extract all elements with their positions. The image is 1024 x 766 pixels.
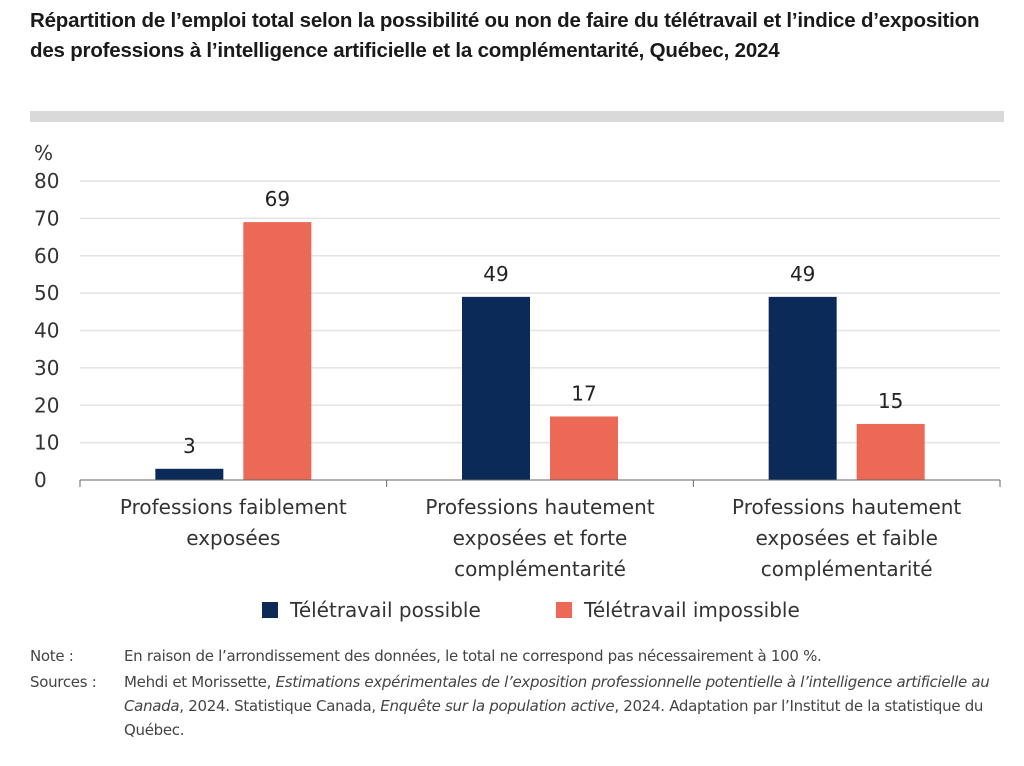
y-tick-label: 40 <box>34 319 59 343</box>
note-text: En raison de l’arrondissement des donnée… <box>124 647 822 665</box>
sources-key: Sources : <box>30 673 97 691</box>
category-label-line: exposées <box>186 526 280 550</box>
category-label-line: complémentarité <box>761 557 933 581</box>
sources-part: , 2024. Adaptation par l’Institut de la … <box>124 697 984 739</box>
bar-possible <box>768 296 837 480</box>
data-label: 15 <box>878 389 903 413</box>
y-tick-label: 30 <box>34 356 59 380</box>
bar-impossible <box>550 416 618 480</box>
legend-item-teletravail-possible[interactable]: Télétravail possible <box>262 598 481 622</box>
y-tick-label: 60 <box>34 244 59 268</box>
title-divider <box>30 111 1004 122</box>
data-labels: 3 69 49 17 49 15 <box>183 187 903 458</box>
bar-impossible <box>243 222 312 481</box>
category-label: Professions hautement exposées et forte co… <box>425 495 654 581</box>
bars <box>155 222 925 481</box>
y-tick-label: 10 <box>34 431 59 455</box>
gridlines <box>80 180 1000 444</box>
legend-swatch-impossible <box>556 602 572 618</box>
bar-possible <box>462 296 530 480</box>
x-axis <box>79 479 1001 487</box>
legend: Télétravail possible Télétravail impossi… <box>0 598 1024 628</box>
legend-swatch-possible <box>262 602 278 618</box>
category-labels: Professions faiblement exposéesProfession… <box>120 495 962 581</box>
bar-possible <box>155 468 224 480</box>
note-key: Note : <box>30 647 74 665</box>
data-label: 69 <box>265 187 290 211</box>
y-tick-label: 70 <box>34 206 59 230</box>
notes-section: Note : En raison de l’arrondissement des… <box>30 644 1020 742</box>
sources-part: , 2024. Statistique Canada, <box>179 697 381 715</box>
chart-title: Répartition de l’emploi total selon la p… <box>30 9 980 62</box>
category-label-line: Professions hautement <box>732 495 961 519</box>
category-label: Professions hautement exposées et faible c… <box>732 495 961 581</box>
y-tick-label: 0 <box>34 468 47 492</box>
data-label: 17 <box>571 381 596 405</box>
data-label: 3 <box>183 434 196 458</box>
y-axis-ticks: 0 10 20 30 40 50 60 70 80 <box>34 169 59 492</box>
sources-title-2: Enquête sur la population active <box>380 697 615 715</box>
legend-label: Télétravail possible <box>290 598 481 622</box>
sources-text: Mehdi et Morissette, Estimations expérim… <box>124 670 1020 742</box>
category-label-line: exposées et faible <box>755 526 937 550</box>
sources-row: Sources : Mehdi et Morissette, Estimatio… <box>30 670 1020 742</box>
category-label: Professions faiblement exposées <box>120 495 347 550</box>
y-tick-label: 50 <box>34 281 59 305</box>
data-label: 49 <box>790 262 815 286</box>
category-label-line: exposées et forte <box>453 526 628 550</box>
legend-label: Télétravail impossible <box>584 598 800 622</box>
bar-impossible <box>856 423 925 480</box>
y-tick-label: 20 <box>34 393 59 417</box>
bar-chart: % 0 10 20 30 40 50 60 70 80 3 69 49 17 49 15 Professi… <box>34 141 1001 581</box>
note-row: Note : En raison de l’arrondissement des… <box>30 644 1020 668</box>
y-tick-label: 80 <box>34 169 59 193</box>
category-label-line: Professions faiblement <box>120 495 347 519</box>
y-axis-label: % <box>34 141 53 165</box>
category-label-line: complémentarité <box>454 557 626 581</box>
sources-part: Mehdi et Morissette, <box>124 673 276 691</box>
category-label-line: Professions hautement <box>425 495 654 519</box>
data-label: 49 <box>483 262 508 286</box>
sources-title-1: Estimations expérimentales de l’expositi… <box>124 673 990 715</box>
legend-item-teletravail-impossible[interactable]: Télétravail impossible <box>556 598 800 622</box>
